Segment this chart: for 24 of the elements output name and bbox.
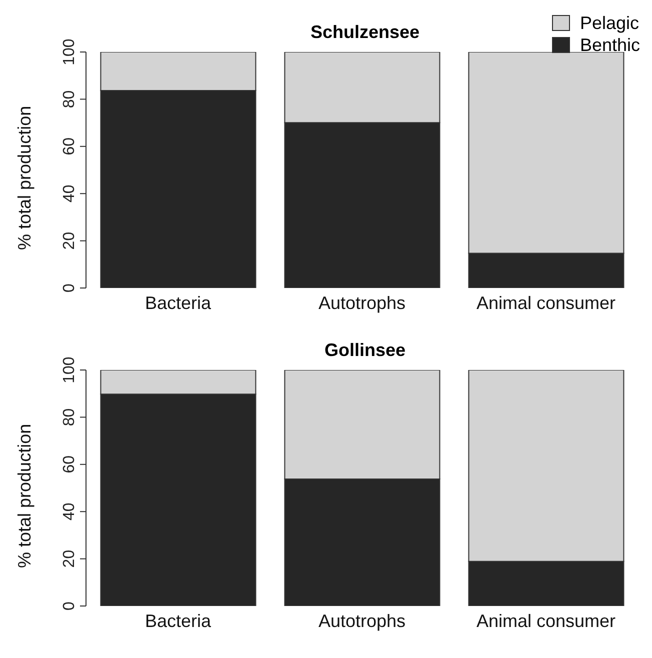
y-axis-title: % total production: [14, 424, 34, 568]
y-tick-label: 80: [61, 90, 78, 108]
y-tick-label: 40: [61, 502, 78, 520]
y-tick-label: 20: [61, 550, 78, 568]
legend-label: Benthic: [580, 34, 640, 56]
x-tick-label: Animal consumer: [476, 292, 616, 313]
x-tick-label: Autotrophs: [318, 610, 406, 631]
y-tick-label: 100: [61, 356, 78, 384]
chart-title: Gollinsee: [323, 340, 407, 361]
x-tick-label: Bacteria: [144, 610, 212, 631]
y-tick-label: 40: [61, 184, 78, 202]
y-tick-label: 60: [61, 455, 78, 474]
x-tick-label: Animal consumer: [476, 610, 616, 631]
chart-title: Schulzensee: [310, 22, 420, 42]
x-tick-label: Autotrophs: [318, 292, 406, 313]
y-tick-label: 60: [61, 137, 78, 156]
y-axis-title: % total production: [14, 106, 34, 250]
legend-label: Pelagic: [580, 12, 639, 34]
y-tick-label: 20: [61, 232, 78, 250]
y-tick-label: 100: [61, 38, 78, 66]
y-tick-label: 0: [61, 601, 78, 610]
x-tick-label: Bacteria: [144, 292, 212, 313]
y-tick-label: 0: [61, 283, 78, 292]
y-tick-label: 80: [61, 408, 78, 426]
